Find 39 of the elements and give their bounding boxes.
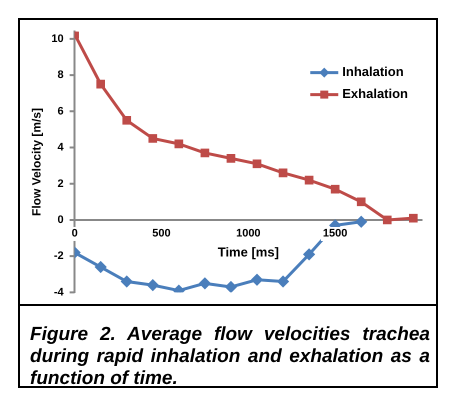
y-tick-label: -2	[54, 250, 64, 262]
point	[252, 159, 262, 168]
point	[199, 278, 210, 289]
point	[278, 276, 289, 288]
point	[174, 140, 184, 148]
x-tick-label: 500	[152, 227, 171, 240]
point	[382, 216, 392, 224]
y-axis-title: Flow Velocity [m/s]	[30, 108, 44, 216]
point	[96, 80, 106, 88]
point	[356, 198, 366, 206]
x-axis-title: Time [ms]	[218, 244, 279, 260]
y-tick-label: 0	[58, 214, 64, 226]
legend-label: Exhalation	[342, 86, 408, 102]
point	[147, 280, 158, 291]
point	[408, 214, 418, 222]
point	[356, 216, 367, 228]
point	[225, 281, 236, 292]
point	[200, 148, 210, 158]
x-tick-label: 1500	[322, 227, 348, 240]
point	[330, 184, 340, 194]
point	[304, 176, 314, 184]
point	[121, 276, 132, 288]
point	[278, 168, 288, 178]
point	[122, 116, 132, 125]
legend-label: Inhalation	[342, 64, 404, 80]
y-tick-label: 4	[58, 142, 65, 154]
y-tick-label: 2	[58, 178, 64, 190]
caption: Figure 2. Average flow velocities trachea during rapid inhalation and exhalation as a function of time.	[30, 324, 430, 390]
y-tick-label: 6	[58, 105, 64, 118]
x-tick-label: 1000	[236, 227, 261, 240]
point	[252, 274, 262, 286]
y-tick-label: 10	[51, 32, 64, 45]
point	[95, 262, 106, 273]
y-tick-label: 8	[58, 69, 64, 82]
point	[226, 154, 236, 163]
x-tick-label: 0	[72, 227, 78, 240]
point	[148, 134, 158, 143]
y-tick-label: -4	[54, 286, 65, 298]
point	[304, 248, 315, 260]
